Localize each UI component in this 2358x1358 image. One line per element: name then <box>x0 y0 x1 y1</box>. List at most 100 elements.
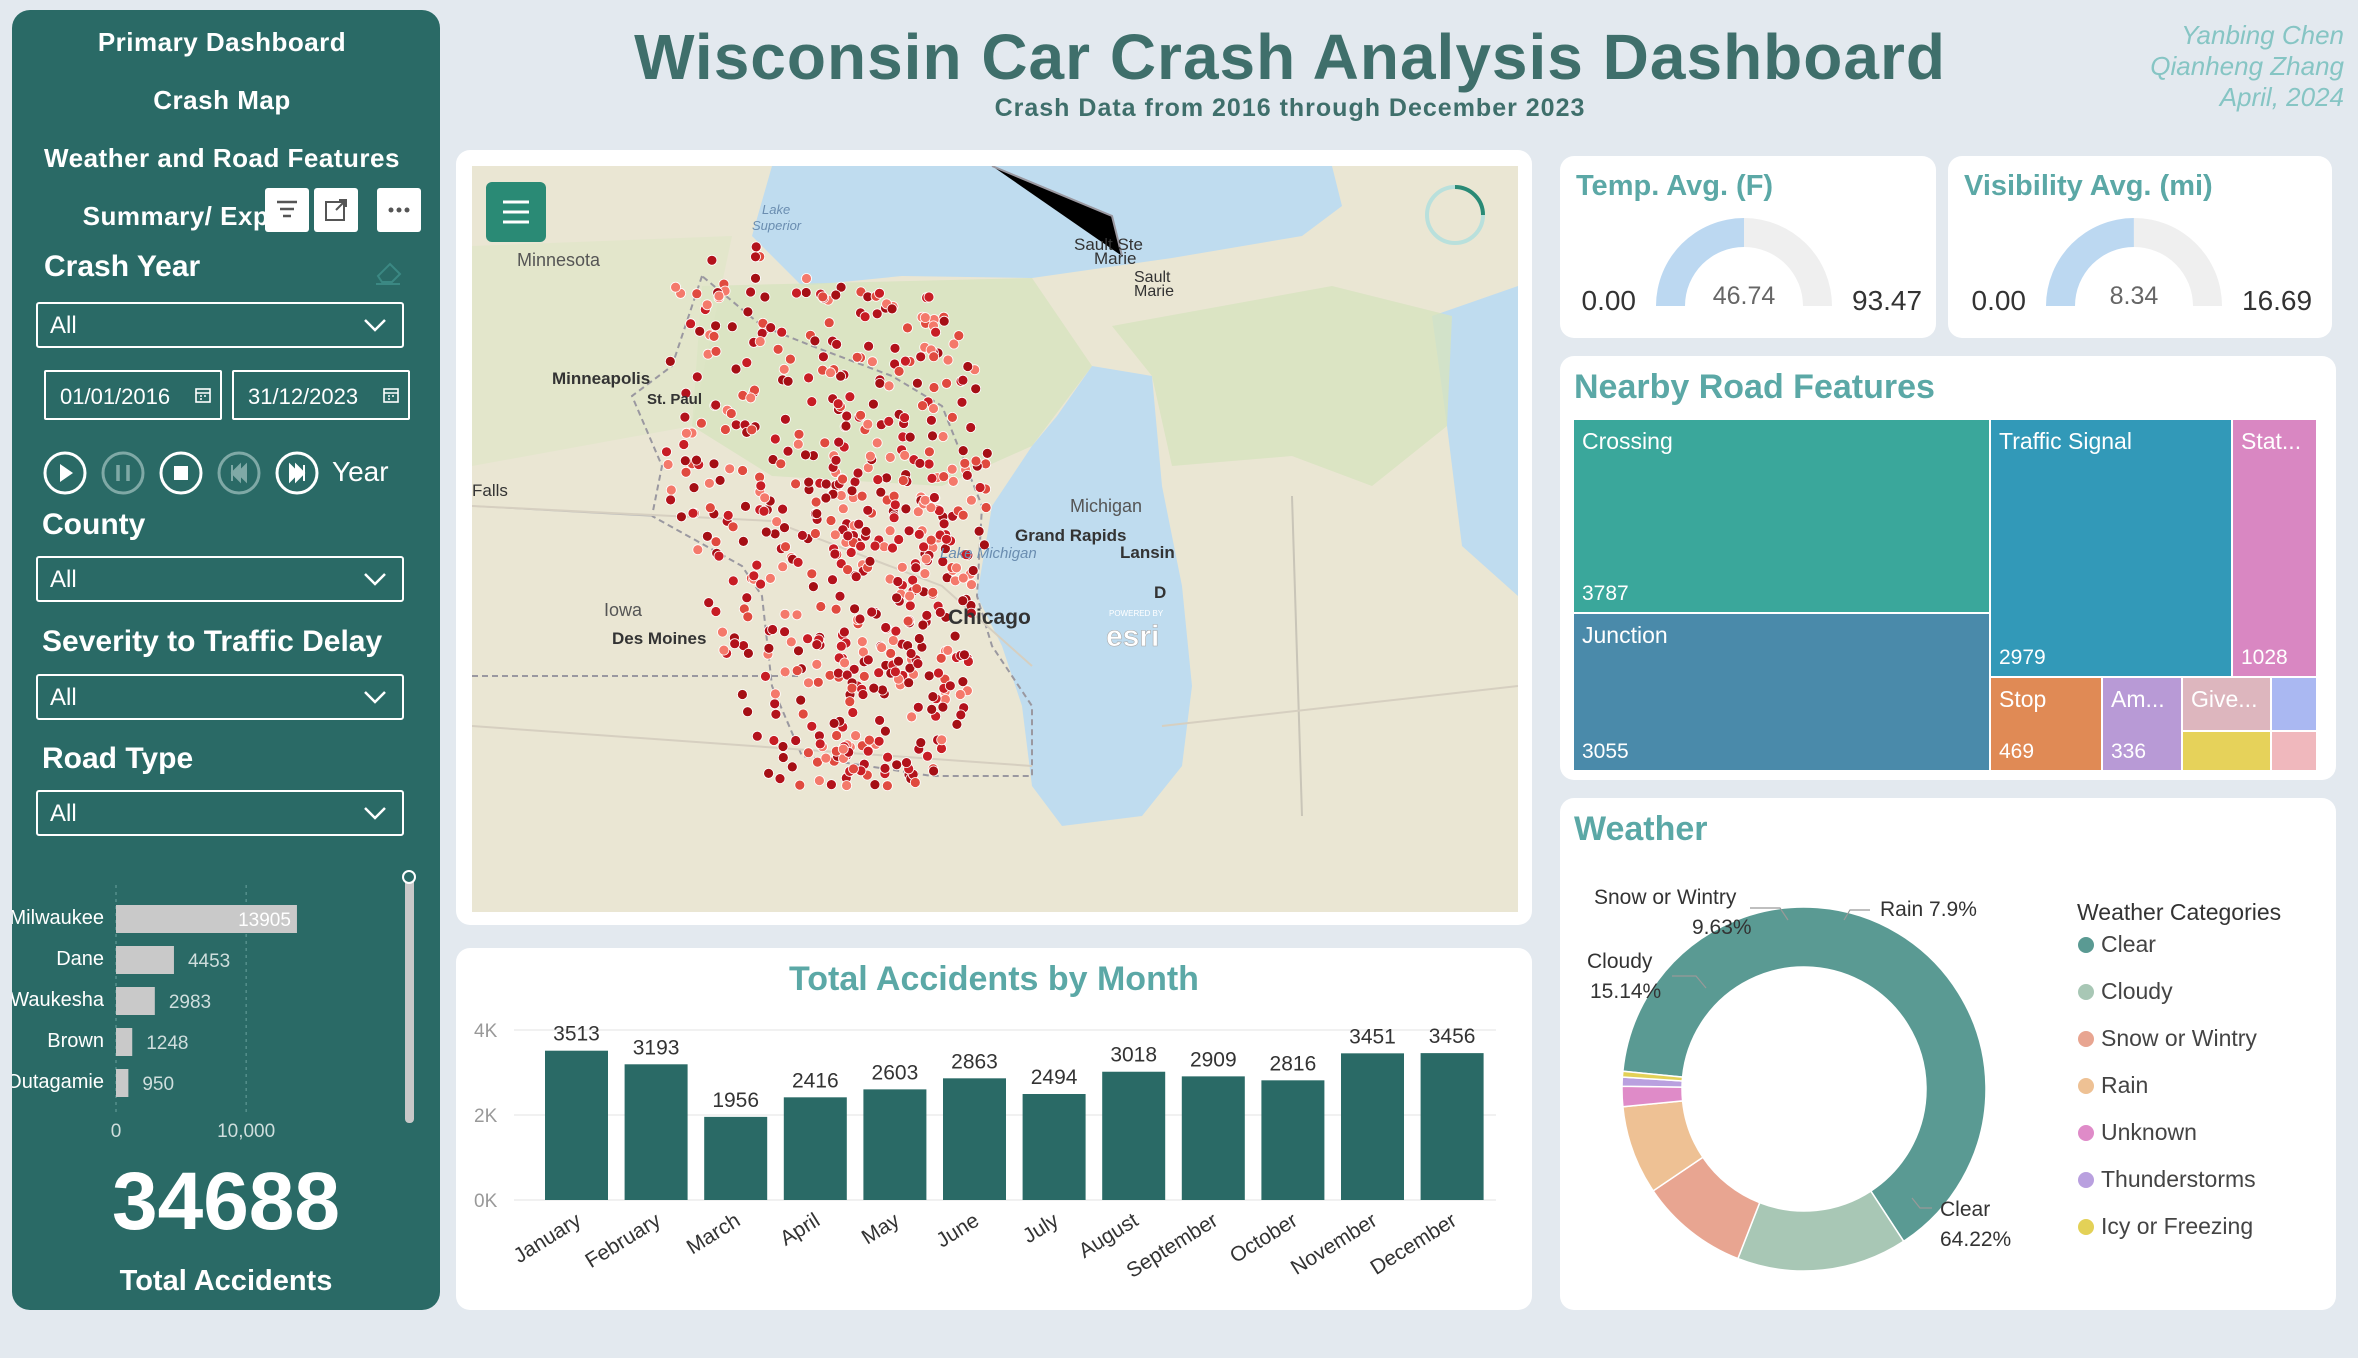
crash-point[interactable] <box>800 287 812 298</box>
crash-point[interactable] <box>665 484 677 496</box>
crash-point[interactable] <box>882 751 894 763</box>
legend-item[interactable]: Snow or Wintry <box>2101 1025 2257 1051</box>
crash-point[interactable] <box>959 457 971 469</box>
crash-point[interactable] <box>809 528 821 539</box>
treemap-tile-station[interactable]: Stat... 1028 <box>2233 420 2316 676</box>
crash-point[interactable] <box>869 779 881 790</box>
crash-point[interactable] <box>938 315 950 327</box>
crash-point[interactable] <box>869 540 881 552</box>
crash-point[interactable] <box>831 730 843 741</box>
crash-point[interactable] <box>777 561 789 573</box>
crash-point[interactable] <box>944 680 956 692</box>
crash-point[interactable] <box>755 480 767 492</box>
crash-point[interactable] <box>928 492 940 503</box>
crash-point[interactable] <box>694 325 706 337</box>
crash-point[interactable] <box>889 499 901 511</box>
crash-point[interactable] <box>923 458 935 470</box>
crash-point[interactable] <box>847 707 859 718</box>
crash-point[interactable] <box>751 559 763 571</box>
crash-point[interactable] <box>853 518 865 530</box>
crash-point[interactable] <box>710 320 722 332</box>
crash-point[interactable] <box>839 657 851 669</box>
crash-point[interactable] <box>691 371 703 383</box>
crash-point[interactable] <box>948 338 960 350</box>
crash-point[interactable] <box>863 734 875 746</box>
crash-point[interactable] <box>782 445 794 457</box>
crash-point[interactable] <box>899 412 911 424</box>
crash-point[interactable] <box>925 534 937 546</box>
nav-crash-map[interactable]: Crash Map <box>153 85 291 115</box>
crash-point[interactable] <box>774 773 786 784</box>
crash-point[interactable] <box>933 667 944 679</box>
crash-point[interactable] <box>923 446 935 458</box>
crash-point[interactable] <box>915 351 927 363</box>
crash-point[interactable] <box>718 644 730 656</box>
crash-point[interactable] <box>979 539 990 551</box>
crash-point[interactable] <box>887 542 898 554</box>
legend-item[interactable]: Rain <box>2101 1072 2148 1098</box>
crash-point[interactable] <box>911 583 923 595</box>
crash-point[interactable] <box>817 291 829 303</box>
crash-point[interactable] <box>802 747 814 759</box>
crash-point[interactable] <box>846 682 858 694</box>
crash-point[interactable] <box>876 642 888 653</box>
crash-point[interactable] <box>727 521 739 533</box>
crash-point[interactable] <box>866 356 878 368</box>
donut-slice[interactable] <box>1736 1190 1905 1272</box>
crash-point[interactable] <box>866 606 878 618</box>
crash-point[interactable] <box>838 626 850 638</box>
treemap-tile-small-3[interactable] <box>2272 732 2316 770</box>
crash-point[interactable] <box>862 745 874 757</box>
crash-point[interactable] <box>956 396 968 408</box>
crash-point[interactable] <box>862 654 874 666</box>
crash-point[interactable] <box>925 414 937 426</box>
crash-point[interactable] <box>662 459 674 470</box>
crash-point[interactable] <box>797 708 809 720</box>
crash-point[interactable] <box>842 530 854 542</box>
crash-point[interactable] <box>708 330 720 342</box>
treemap-tile-crossing[interactable]: Crossing 3787 <box>1574 420 1989 612</box>
crash-point[interactable] <box>793 428 805 440</box>
crash-point[interactable] <box>864 450 876 462</box>
crash-point[interactable] <box>910 562 922 574</box>
crash-point[interactable] <box>868 682 880 694</box>
stop-icon[interactable] <box>158 450 204 496</box>
crash-point[interactable] <box>855 540 867 552</box>
crash-point[interactable] <box>879 763 891 774</box>
crash-point[interactable] <box>729 638 741 650</box>
crash-point[interactable] <box>680 466 692 478</box>
crash-point[interactable] <box>927 586 939 598</box>
crash-point[interactable] <box>842 564 854 576</box>
crash-point[interactable] <box>685 318 697 330</box>
pause-icon[interactable] <box>100 450 146 496</box>
donut-slice[interactable] <box>1622 906 1987 1243</box>
legend-item[interactable]: Unknown <box>2101 1119 2197 1145</box>
crash-point[interactable] <box>873 735 885 747</box>
crash-point[interactable] <box>815 601 827 612</box>
crash-point[interactable] <box>875 486 887 498</box>
crash-point[interactable] <box>769 688 781 700</box>
crash-point[interactable] <box>930 326 942 338</box>
crash-point[interactable] <box>946 411 958 423</box>
crash-point[interactable] <box>701 299 713 311</box>
crash-point[interactable] <box>874 287 885 299</box>
crash-point[interactable] <box>957 445 969 457</box>
crash-point[interactable] <box>802 633 814 645</box>
crash-point[interactable] <box>871 437 883 449</box>
crash-point[interactable] <box>730 363 742 375</box>
crash-point[interactable] <box>829 548 841 560</box>
crash-point[interactable] <box>703 597 715 609</box>
crash-point[interactable] <box>850 730 862 741</box>
crash-point[interactable] <box>970 455 982 467</box>
end-date-input[interactable]: 31/12/2023 <box>232 370 410 420</box>
county-bar[interactable] <box>116 905 297 933</box>
crash-point[interactable] <box>779 666 791 678</box>
crash-point[interactable] <box>791 609 803 621</box>
crash-point[interactable] <box>902 322 913 334</box>
crash-point[interactable] <box>953 330 965 342</box>
crash-point[interactable] <box>678 439 690 450</box>
crash-point[interactable] <box>980 502 992 513</box>
crash-point[interactable] <box>675 511 687 523</box>
crash-point[interactable] <box>786 761 798 773</box>
crash-point[interactable] <box>834 590 846 602</box>
